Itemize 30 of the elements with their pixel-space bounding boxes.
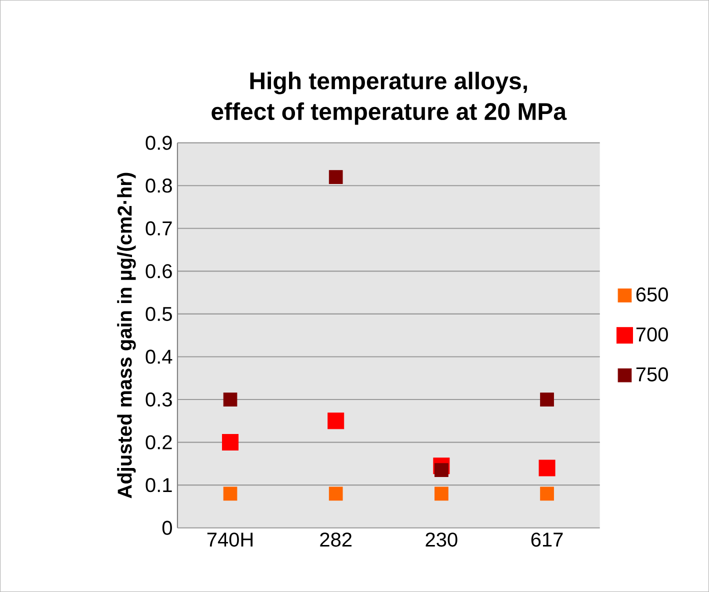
y-tick-label: 0.2	[146, 435, 172, 450]
y-tick-label: 0.5	[146, 306, 172, 321]
y-tick-label: 0.1	[146, 478, 172, 492]
point	[223, 392, 238, 406]
x-tick-label: 740H	[207, 532, 252, 547]
point	[328, 412, 344, 430]
x-tick-label: 282	[320, 532, 352, 547]
point	[540, 486, 554, 501]
chart-title: High temperature alloys, effect of temperature at 20 MPa	[212, 72, 567, 125]
point	[222, 434, 239, 451]
point	[540, 392, 554, 406]
y-tick-label: 0.7	[146, 221, 172, 236]
y-tick-label: 0.4	[146, 350, 172, 364]
legend-label: 750	[636, 367, 668, 382]
point	[434, 463, 448, 478]
y-tick-label: 0.6	[146, 264, 172, 278]
legend-label: 650	[636, 287, 668, 302]
legend-label: 700	[636, 327, 668, 342]
y-axis-title: Adjusted mass gain in µg/(cm2·hr)	[117, 172, 136, 498]
y-tick-label: 0.9	[146, 136, 172, 150]
y-tick-label: 0	[162, 520, 172, 535]
x-tick-label: 230	[426, 532, 458, 547]
point	[434, 486, 448, 501]
point	[223, 486, 238, 501]
y-tick-label: 0.8	[146, 178, 172, 193]
point	[538, 460, 556, 476]
x-tick-label: 617	[531, 532, 563, 547]
point	[328, 170, 343, 184]
point	[328, 486, 343, 501]
y-tick-label: 0.3	[146, 392, 172, 407]
